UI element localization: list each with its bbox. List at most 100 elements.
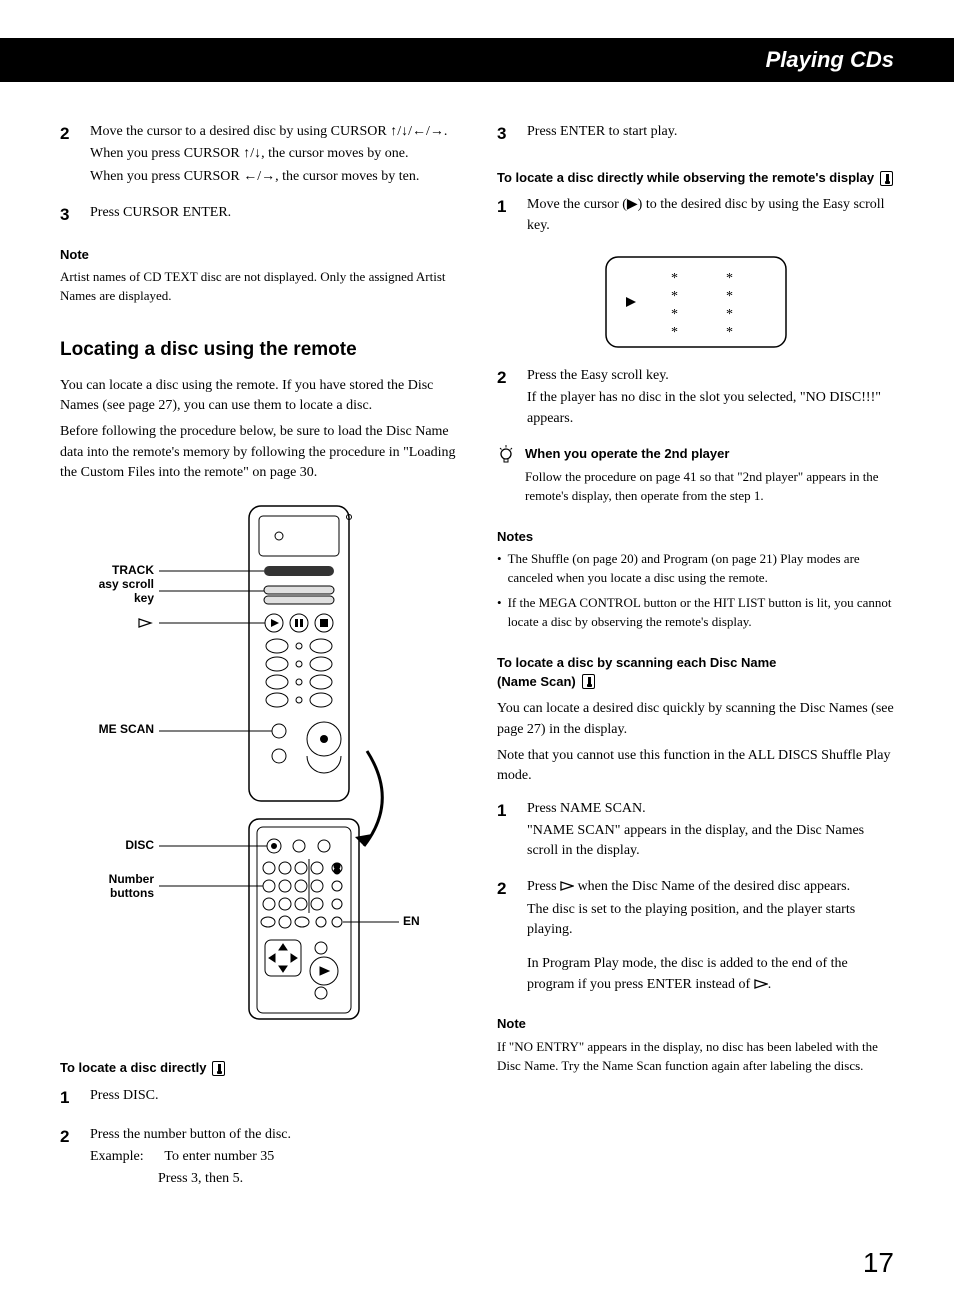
play-icon	[560, 881, 574, 891]
play-icon	[754, 979, 768, 989]
note-text: Artist names of CD TEXT disc are not dis…	[60, 268, 457, 306]
step-number: 2	[60, 1125, 76, 1192]
step-number: 1	[497, 799, 513, 864]
step-number: 2	[497, 366, 513, 431]
hint-icon	[497, 445, 515, 467]
remote-icon	[582, 674, 595, 689]
note-text: If "NO ENTRY" appears in the display, no…	[497, 1038, 894, 1076]
section-header: Playing CDs	[0, 38, 954, 82]
step-text: Press the Easy scroll key.	[527, 366, 894, 386]
note-block: Note If "NO ENTRY" appears in the displa…	[497, 1015, 894, 1076]
step-text: Press the number button of the disc.	[90, 1125, 457, 1145]
svg-text:*: *	[726, 325, 733, 340]
svg-text:*: *	[726, 271, 733, 286]
example-row: Example: To enter number 35	[90, 1147, 457, 1167]
step-number: 2	[60, 122, 76, 189]
tip-heading: When you operate the 2nd player	[525, 445, 894, 464]
namescan-step-2: 2 Press when the Disc Name of the desire…	[497, 877, 894, 996]
page-number: 17	[863, 1243, 894, 1284]
label-easy-1: Easy scroll	[99, 577, 154, 591]
step-text: "NAME SCAN" appears in the display, and …	[527, 821, 894, 862]
note-item: If the MEGA CONTROL button or the HIT LI…	[508, 594, 894, 632]
example-text: Press 3, then 5.	[90, 1169, 457, 1189]
step-text: Press when the Disc Name of the desired …	[527, 877, 894, 897]
direct-step-2: 2 Press the number button of the disc. E…	[60, 1125, 457, 1192]
play-icon	[139, 619, 151, 627]
step-text: If the player has no disc in the slot yo…	[527, 388, 894, 429]
svg-text:*: *	[726, 289, 733, 304]
paragraph: You can locate a disc using the remote. …	[60, 376, 457, 417]
sub-heading-text: To locate a disc directly	[60, 1059, 206, 1078]
step-number: 1	[497, 195, 513, 238]
step-number: 3	[60, 203, 76, 228]
note-heading: Note	[497, 1015, 894, 1034]
step-3: 3 Press CURSOR ENTER.	[60, 203, 457, 228]
notes-list: The Shuffle (on page 20) and Program (on…	[497, 550, 894, 631]
remote-icon	[212, 1061, 225, 1076]
step-text: Press DISC.	[90, 1086, 457, 1106]
example-text: To enter number 35	[164, 1149, 274, 1164]
step-text: Press NAME SCAN.	[527, 799, 894, 819]
namescan-step-1: 1 Press NAME SCAN. "NAME SCAN" appears i…	[497, 799, 894, 864]
label-track: TRACK	[112, 563, 154, 577]
paragraph: Note that you cannot use this function i…	[497, 746, 894, 787]
page-body: 2 Move the cursor to a desired disc by u…	[0, 82, 954, 1205]
step-text: The disc is set to the playing position,…	[527, 900, 894, 941]
svg-text:*: *	[671, 307, 678, 322]
sub-heading: To locate a disc by scanning each Disc N…	[497, 654, 894, 692]
step-text: Press CURSOR ENTER.	[90, 203, 457, 223]
step-3-right: 3 Press ENTER to start play.	[497, 122, 894, 147]
text-fragment: when the Disc Name of the desired disc a…	[574, 879, 850, 894]
right-column: 3 Press ENTER to start play. To locate a…	[497, 122, 894, 1205]
notes-heading: Notes	[497, 528, 894, 547]
display-illustration: * * * * * * * *	[596, 252, 796, 352]
step-text: In Program Play mode, the disc is added …	[527, 954, 894, 995]
remote-figure: TRACK Easy scroll key NAME SCAN DISC Num…	[60, 501, 457, 1041]
note-item: The Shuffle (on page 20) and Program (on…	[508, 550, 894, 588]
text-fragment: Press	[527, 879, 560, 894]
svg-text:*: *	[671, 289, 678, 304]
tip-block: When you operate the 2nd player Follow t…	[497, 445, 894, 510]
label-easy-2: key	[133, 591, 153, 605]
label-number-2: buttons	[110, 886, 154, 900]
svg-text:*: *	[726, 307, 733, 322]
sub-heading-text: To locate a disc directly while observin…	[497, 169, 874, 188]
note-heading: Note	[60, 246, 457, 265]
label-number-1: Number	[108, 872, 154, 886]
step-text: Move the cursor (▶) to the desired disc …	[527, 195, 894, 236]
text-fragment: .	[768, 977, 772, 992]
step-number: 1	[60, 1086, 76, 1111]
label-disc: DISC	[125, 838, 154, 852]
remote-step-2: 2 Press the Easy scroll key. If the play…	[497, 366, 894, 431]
left-column: 2 Move the cursor to a desired disc by u…	[60, 122, 457, 1205]
step-2: 2 Move the cursor to a desired disc by u…	[60, 122, 457, 189]
sub-heading: To locate a disc directly	[60, 1059, 457, 1078]
svg-text:*: *	[671, 325, 678, 340]
remote-illustration: TRACK Easy scroll key NAME SCAN DISC Num…	[99, 501, 419, 1041]
sub-heading: To locate a disc directly while observin…	[497, 169, 894, 188]
step-number: 3	[497, 122, 513, 147]
step-text: Press ENTER to start play.	[527, 122, 894, 142]
section-heading: Locating a disc using the remote	[60, 336, 457, 364]
paragraph: Before following the procedure below, be…	[60, 422, 457, 483]
note-block: Note Artist names of CD TEXT disc are no…	[60, 246, 457, 307]
paragraph: You can locate a desired disc quickly by…	[497, 699, 894, 740]
step-text: When you press CURSOR ↑/↓, the cursor mo…	[90, 144, 457, 164]
step-text: When you press CURSOR ←/→, the cursor mo…	[90, 167, 457, 187]
header-title: Playing CDs	[766, 44, 894, 76]
remote-icon	[880, 171, 893, 186]
label-enter: ENTER	[403, 914, 419, 928]
remote-display-figure: * * * * * * * *	[497, 252, 894, 352]
notes-block: Notes The Shuffle (on page 20) and Progr…	[497, 528, 894, 632]
sub-heading-text: (Name Scan)	[497, 673, 576, 692]
sub-heading-text: To locate a disc by scanning each Disc N…	[497, 654, 894, 673]
example-label: Example:	[90, 1149, 144, 1164]
remote-step-1: 1 Move the cursor (▶) to the desired dis…	[497, 195, 894, 238]
svg-text:*: *	[671, 271, 678, 286]
direct-step-1: 1 Press DISC.	[60, 1086, 457, 1111]
step-number: 2	[497, 877, 513, 996]
tip-text: Follow the procedure on page 41 so that …	[525, 468, 894, 506]
step-text: Move the cursor to a desired disc by usi…	[90, 122, 457, 142]
label-namescan: NAME SCAN	[99, 722, 154, 736]
text-fragment: In Program Play mode, the disc is added …	[527, 956, 848, 991]
